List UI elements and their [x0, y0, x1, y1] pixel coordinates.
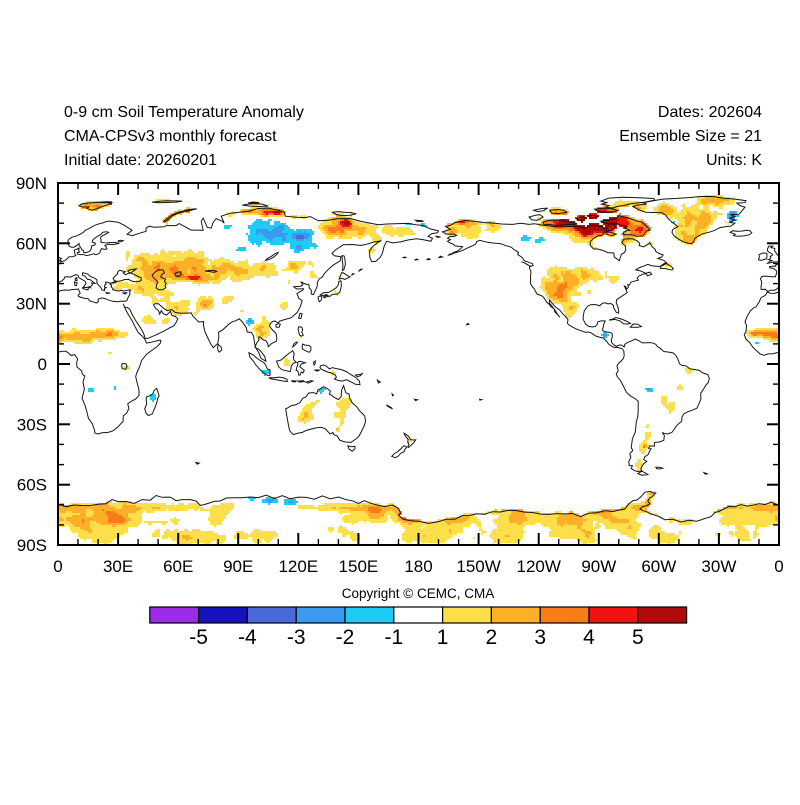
svg-text:60W: 60W [641, 557, 676, 576]
svg-text:30E: 30E [103, 557, 133, 576]
svg-text:Copyright © CEMC, CMA: Copyright © CEMC, CMA [342, 586, 494, 601]
svg-text:180: 180 [404, 557, 432, 576]
svg-text:2: 2 [486, 626, 498, 649]
svg-text:60E: 60E [163, 557, 193, 576]
svg-text:-5: -5 [189, 626, 208, 649]
svg-text:-2: -2 [336, 626, 355, 649]
svg-text:30W: 30W [701, 557, 736, 576]
svg-text:0: 0 [53, 557, 62, 576]
svg-text:0: 0 [774, 557, 783, 576]
svg-text:Units: K: Units: K [706, 152, 762, 169]
svg-text:-3: -3 [287, 626, 306, 649]
svg-text:5: 5 [632, 626, 644, 649]
svg-text:150W: 150W [456, 557, 500, 576]
svg-text:120W: 120W [516, 557, 560, 576]
svg-text:-4: -4 [238, 626, 257, 649]
svg-text:90S: 90S [17, 536, 47, 555]
svg-text:0: 0 [38, 355, 47, 374]
svg-text:Dates: 202604: Dates: 202604 [658, 104, 762, 121]
svg-text:3: 3 [534, 626, 546, 649]
svg-text:1: 1 [437, 626, 449, 649]
svg-text:90W: 90W [581, 557, 616, 576]
svg-text:90E: 90E [223, 557, 253, 576]
svg-text:0-9 cm Soil Temperature Anomal: 0-9 cm Soil Temperature Anomaly [64, 104, 304, 121]
svg-text:150E: 150E [339, 557, 379, 576]
svg-text:120E: 120E [278, 557, 318, 576]
svg-text:30N: 30N [16, 295, 47, 314]
svg-text:Initial date: 20260201: Initial date: 20260201 [64, 152, 217, 169]
svg-text:CMA-CPSv3 monthly forecast: CMA-CPSv3 monthly forecast [64, 128, 277, 145]
svg-text:60S: 60S [17, 476, 47, 495]
svg-text:90N: 90N [16, 174, 47, 193]
svg-text:60N: 60N [16, 234, 47, 253]
svg-text:30S: 30S [17, 415, 47, 434]
svg-text:4: 4 [583, 626, 595, 649]
svg-text:-1: -1 [384, 626, 403, 649]
svg-text:Ensemble Size = 21: Ensemble Size = 21 [619, 128, 762, 145]
